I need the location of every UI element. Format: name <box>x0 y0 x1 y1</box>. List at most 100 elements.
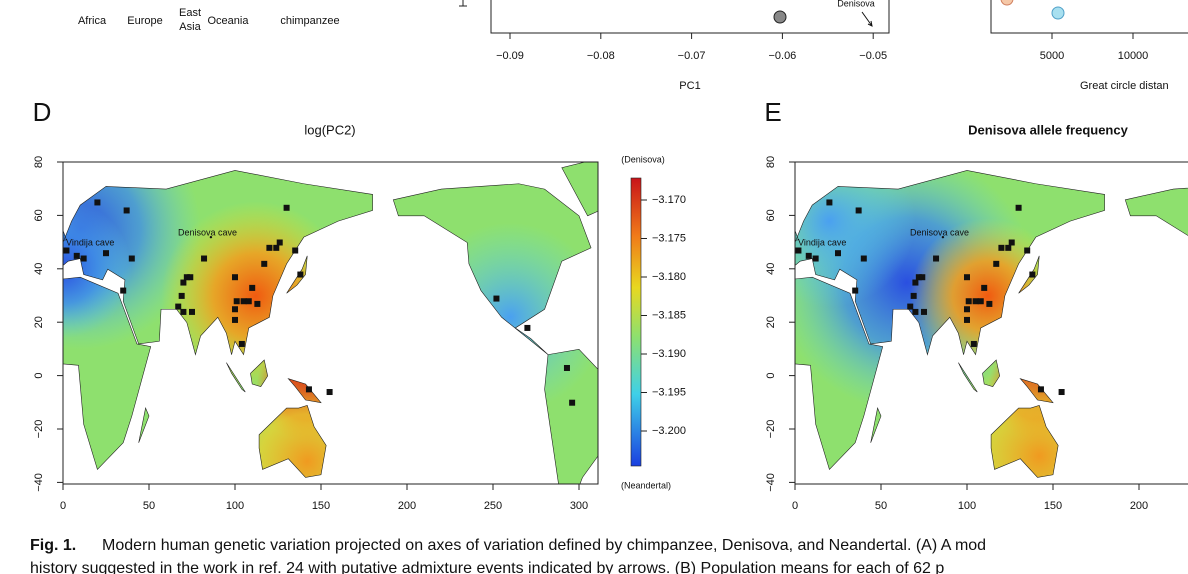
point <box>1000 0 1014 6</box>
sample-site <box>1008 239 1015 246</box>
y-tick-label: 60 <box>765 209 777 221</box>
coastline <box>312 485 317 490</box>
y-tick-label: 40 <box>765 263 777 275</box>
legend-label: Oceania <box>208 15 250 27</box>
sample-site <box>964 274 970 281</box>
sample-site <box>180 279 187 286</box>
y-tick-label: 20 <box>33 316 45 328</box>
sample-site <box>1037 386 1044 393</box>
colorbar-tick-label: −3.180 <box>652 271 686 283</box>
sample-site <box>915 274 922 281</box>
y-tick-label: 80 <box>33 156 45 168</box>
x-tick-label: 0 <box>792 500 798 512</box>
sample-site <box>305 386 312 393</box>
annotation: Vindija cave <box>798 237 846 247</box>
panel-letter: D <box>33 97 52 127</box>
sample-site <box>120 287 127 294</box>
sample-site <box>254 300 261 307</box>
sample-site <box>80 255 87 262</box>
surface <box>415 222 598 412</box>
surface <box>910 218 1066 374</box>
panel-title: log(PC2) <box>304 122 355 137</box>
axis-label: Great circle distan <box>1080 80 1169 92</box>
point <box>773 10 787 24</box>
sample-site <box>524 324 531 331</box>
sample-site <box>1058 389 1065 396</box>
y-tick-label: −40 <box>765 473 777 492</box>
panel-frame <box>990 0 1188 34</box>
x-tick-label: 10000 <box>1118 50 1149 62</box>
sample-site <box>1029 271 1036 278</box>
sample-site <box>826 199 833 206</box>
x-tick-label: 50 <box>875 500 887 512</box>
x-tick-label: −0.06 <box>768 50 796 62</box>
sample-site <box>232 274 238 281</box>
colorbar-tick-label: −3.185 <box>652 309 686 321</box>
x-tick-label: 150 <box>312 500 330 512</box>
sample-site <box>965 298 972 305</box>
surface <box>63 200 132 339</box>
sample-site <box>233 298 240 305</box>
coastline <box>286 255 308 294</box>
y-tick-label: −20 <box>765 420 777 439</box>
sample-site <box>201 255 208 262</box>
sample-site <box>986 300 993 307</box>
sample-site <box>232 306 238 313</box>
x-tick-label: 150 <box>1044 500 1062 512</box>
axis-label: PC1 <box>679 80 700 92</box>
sample-site <box>175 303 182 310</box>
cave-marker <box>209 235 213 239</box>
x-tick-label: −0.05 <box>859 50 887 62</box>
legend-label: East <box>179 7 201 19</box>
sample-site <box>563 364 570 371</box>
y-tick-label: 0 <box>765 373 777 379</box>
sample-site <box>240 298 247 305</box>
caption-label: Fig. 1. <box>30 537 76 554</box>
x-tick-label: −0.07 <box>678 50 706 62</box>
legend-label: chimpanzee <box>280 15 339 27</box>
sample-site <box>998 244 1005 251</box>
panel-letter: E <box>764 97 781 127</box>
legend-label: Asia <box>179 21 201 33</box>
surface <box>212 366 402 484</box>
x-tick-label: 300 <box>570 500 588 512</box>
cave-marker <box>941 235 945 239</box>
x-tick-label: 250 <box>484 500 502 512</box>
sample-site <box>805 252 812 259</box>
x-tick-label: −0.09 <box>496 50 524 62</box>
plot-frame <box>62 161 599 485</box>
colorbar-tick-label: −3.200 <box>652 425 686 437</box>
sample-site <box>238 340 245 347</box>
sample-site <box>977 298 984 305</box>
point <box>1051 6 1065 20</box>
sample-site <box>1015 204 1022 211</box>
sample-site <box>812 255 819 262</box>
sample-site <box>970 340 977 347</box>
coastline <box>63 276 152 471</box>
sample-site <box>964 316 970 323</box>
colorbar-label: (Neandertal) <box>621 480 671 490</box>
sample-site <box>981 284 988 291</box>
sample-site <box>94 199 101 206</box>
coastline <box>870 407 882 443</box>
sample-site <box>266 244 273 251</box>
sample-site <box>326 389 333 396</box>
sample-site <box>245 298 252 305</box>
plot-frame <box>794 161 1188 485</box>
coastline <box>982 359 1000 388</box>
colorbar-label: (Denisova) <box>621 154 665 164</box>
sample-site <box>103 250 109 257</box>
colorbar-tick-label: −3.175 <box>652 232 686 244</box>
annotation: Denisova cave <box>178 227 237 237</box>
coastline <box>958 362 978 393</box>
sample-site <box>283 204 290 211</box>
coastline <box>250 359 268 388</box>
sample-site <box>276 239 283 246</box>
x-tick-label: 200 <box>398 500 416 512</box>
sample-site <box>123 207 130 214</box>
sample-site <box>183 274 190 281</box>
y-tick-label: −20 <box>33 420 45 439</box>
axis-stub <box>459 0 467 7</box>
sample-site <box>128 255 135 262</box>
